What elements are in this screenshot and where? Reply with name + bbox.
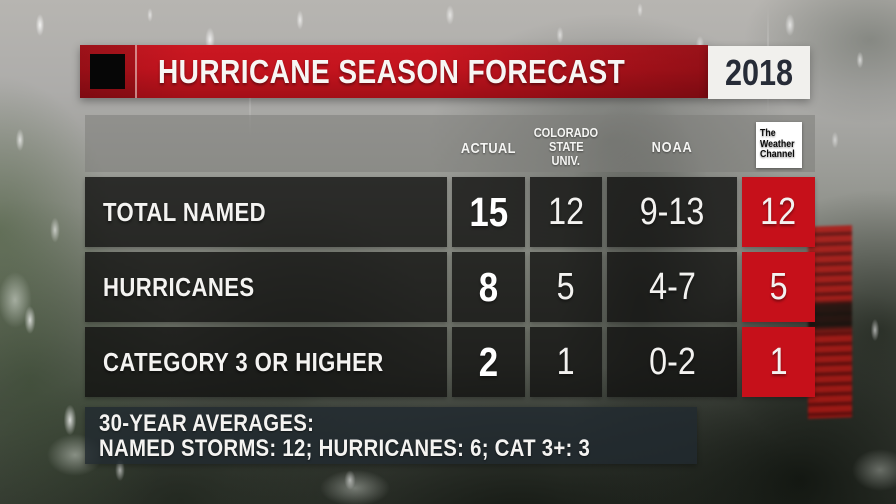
- noaa-value-cell: 4-7: [607, 252, 737, 322]
- twc-value-cell: 5: [742, 252, 815, 322]
- page-title: HURRICANE SEASON FORECAST: [158, 52, 626, 90]
- column-header-twc: The Weather Channel: [755, 119, 802, 168]
- row-label-cell: CATEGORY 3 OR HIGHER: [85, 327, 447, 397]
- banner-divider: [134, 45, 138, 98]
- actual-value-cell: 2: [452, 327, 525, 397]
- year-badge: 2018: [708, 46, 810, 99]
- noaa-value-cell: 9-13: [607, 177, 737, 247]
- averages-values: NAMED STORMS: 12; HURRICANES: 6; CAT 3+:…: [99, 435, 591, 462]
- table-row-category-3-or-higher: CATEGORY 3 OR HIGHER 2 1 0-2 1: [85, 327, 815, 397]
- year-label: 2018: [724, 51, 794, 93]
- actual-value-cell: 8: [452, 252, 525, 322]
- row-label-cell: HURRICANES: [85, 252, 447, 322]
- twc-value-cell: 1: [742, 327, 815, 397]
- title-banner: HURRICANE SEASON FORECAST: [80, 45, 708, 98]
- column-header-actual: ACTUAL: [461, 140, 516, 157]
- weather-channel-logo: The Weather Channel: [755, 122, 802, 168]
- csu-value-cell: 5: [530, 252, 602, 322]
- black-square-icon: [89, 54, 125, 89]
- csu-value-cell: 1: [530, 327, 602, 397]
- csu-value-cell: 12: [530, 177, 602, 247]
- banner-square-block: [80, 45, 135, 98]
- twc-value-cell: 12: [742, 177, 815, 247]
- noaa-value-cell: 0-2: [607, 327, 737, 397]
- column-header-noaa: NOAA: [651, 139, 693, 156]
- table-header-row: ACTUAL COLORADO STATE UNIV. NOAA The Wea…: [85, 115, 815, 172]
- averages-footnote: 30-YEAR AVERAGES: NAMED STORMS: 12; HURR…: [85, 407, 697, 464]
- actual-value-cell: 15: [452, 177, 525, 247]
- table-row-hurricanes: HURRICANES 8 5 4-7 5: [85, 252, 815, 322]
- row-label-cell: TOTAL NAMED: [85, 177, 447, 247]
- column-header-colorado-state: COLORADO STATE UNIV.: [533, 124, 599, 168]
- table-row-total-named: TOTAL NAMED 15 12 9-13 12: [85, 177, 815, 247]
- averages-title: 30-YEAR AVERAGES:: [99, 410, 315, 437]
